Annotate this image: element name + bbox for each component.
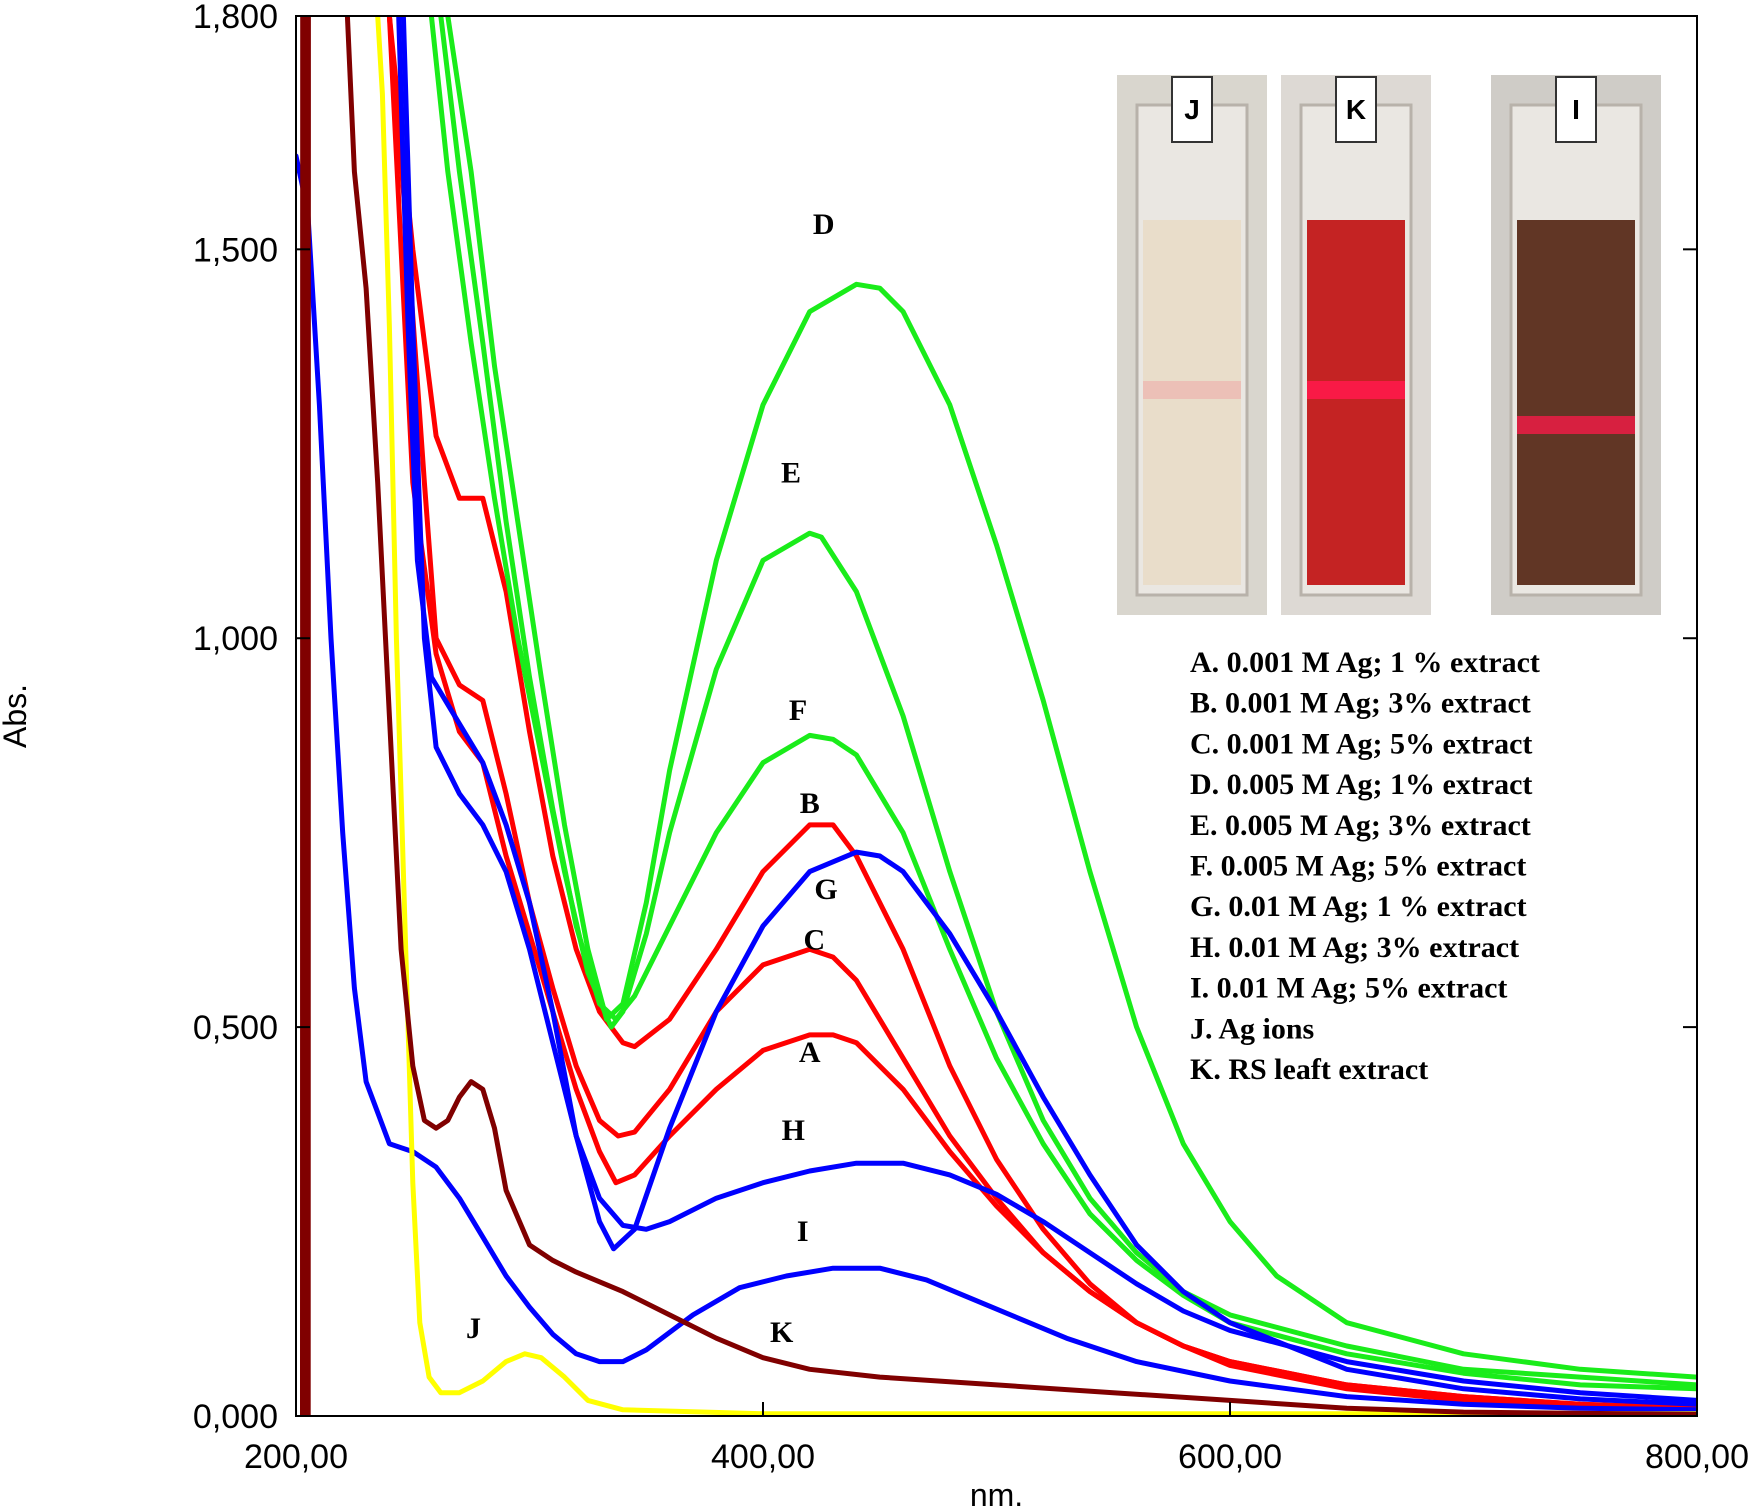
photo-tag-label: J (1184, 94, 1200, 125)
legend-entry: H. 0.01 M Ag; 3% extract (1190, 931, 1519, 964)
y-tick-label: 0,500 (193, 1009, 278, 1047)
series-label-h: H (782, 1114, 805, 1147)
series-label-b: B (800, 787, 820, 820)
photo-tag-label: K (1346, 94, 1366, 125)
series-label-f: F (789, 694, 807, 727)
y-tick-label: 1,500 (193, 231, 278, 269)
legend-entry: G. 0.01 M Ag; 1 % extract (1190, 890, 1527, 923)
legend-entry: I. 0.01 M Ag; 5% extract (1190, 972, 1507, 1005)
legend-entry: E. 0.005 M Ag; 3% extract (1190, 809, 1531, 842)
x-tick-label: 200,00 (244, 1438, 348, 1476)
legend-entry: B. 0.001 M Ag; 3% extract (1190, 687, 1531, 720)
legend-entry: F. 0.005 M Ag; 5% extract (1190, 850, 1526, 883)
series-label-j: J (466, 1312, 481, 1345)
series-line-c (386, 16, 1697, 1411)
series-line-i (296, 153, 1697, 1413)
cuvette-photo-K: K (1281, 75, 1431, 615)
cuvette-photo-J: J (1117, 75, 1267, 615)
series-label-d: D (813, 208, 835, 241)
axes: 200,00 400,00 600,00 800,00 0,000 0,500 1,000 1… (193, 0, 1749, 1476)
y-tick-label: 0,000 (193, 1398, 278, 1436)
series-line-g (396, 16, 1697, 1407)
photo-tag-label: I (1572, 94, 1580, 125)
legend-entry: C. 0.001 M Ag; 5% extract (1190, 727, 1532, 760)
cuvette-photo-I: I (1491, 75, 1661, 615)
y-axis-title: Abs. (0, 684, 33, 748)
series-label-g: G (814, 873, 837, 906)
series-line-j (375, 16, 1697, 1416)
legend-entry: K. RS leaft extract (1190, 1053, 1428, 1086)
x-tick-label: 400,00 (711, 1438, 815, 1476)
x-tick-label: 600,00 (1178, 1438, 1282, 1476)
series-label-e: E (781, 457, 801, 490)
series-line-d (445, 16, 1697, 1380)
plot-frame (295, 15, 1698, 1417)
series-label-a: A (799, 1036, 821, 1069)
series-line-h (400, 16, 1697, 1403)
legend: A. 0.001 M Ag; 1 % extract B. 0.001 M Ag;… (1190, 646, 1540, 1086)
y-tick-label: 1,000 (193, 620, 278, 658)
x-axis-title: nm. (970, 1477, 1023, 1512)
series-label-k: K (770, 1316, 794, 1349)
x-tick-label: 800,00 (1645, 1438, 1749, 1476)
legend-entry: A. 0.001 M Ag; 1 % extract (1190, 646, 1540, 679)
legend-entry: D. 0.005 M Ag; 1% extract (1190, 768, 1532, 801)
series-label-c: C (804, 923, 826, 956)
y-tick-label: 1,800 (193, 0, 278, 36)
series-labels: A B C D E F G H I J K (466, 208, 838, 1349)
series-label-i: I (797, 1215, 809, 1248)
series-line-k (344, 16, 1697, 1416)
legend-entry: J. Ag ions (1190, 1012, 1314, 1045)
